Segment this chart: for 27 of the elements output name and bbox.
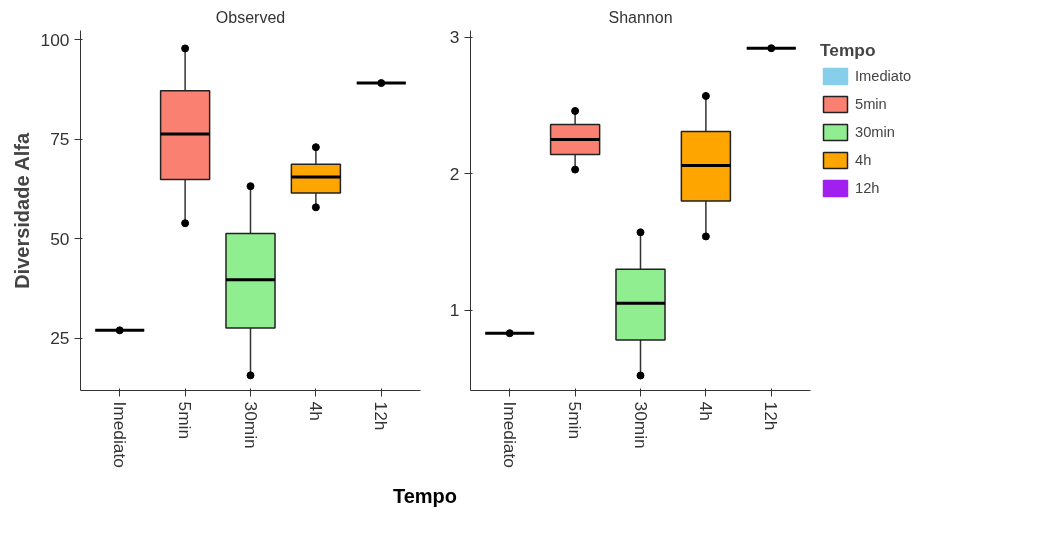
chart-title: Shannon [608, 8, 673, 26]
x-tick-label: 5min [565, 401, 586, 440]
x-axis-title: Tempo [392, 484, 458, 509]
chart-title: Observed [215, 8, 286, 26]
legend-title: Tempo [820, 40, 877, 61]
x-tick-label: 30min [240, 401, 261, 449]
legend-label: 30min [855, 124, 895, 140]
x-tick-label: 4h [695, 401, 716, 421]
x-tick-label: 5min [175, 401, 196, 440]
x-tick-label: 12h [371, 401, 392, 431]
x-tick-label: 12h [761, 401, 782, 431]
y-tick-label: 25 [50, 328, 70, 349]
legend-label: Imediato [855, 68, 912, 84]
x-tick-label: Imediato [109, 401, 130, 468]
y-tick-label: 75 [50, 129, 70, 150]
x-tick-label: 4h [305, 401, 326, 421]
y-tick-label: 50 [50, 228, 70, 249]
x-tick-label: Imediato [499, 401, 520, 468]
y-tick-label: 2 [449, 163, 460, 184]
legend-label: 12h [855, 180, 880, 196]
x-tick-label: 30min [630, 401, 651, 449]
y-tick-label: 3 [449, 27, 460, 48]
y-axis-title: Diversidade Alfa [10, 132, 33, 289]
y-tick-label: 1 [449, 300, 460, 321]
y-tick-label: 100 [40, 29, 70, 50]
legend-label: 4h [855, 152, 873, 168]
legend-label: 5min [855, 96, 887, 112]
